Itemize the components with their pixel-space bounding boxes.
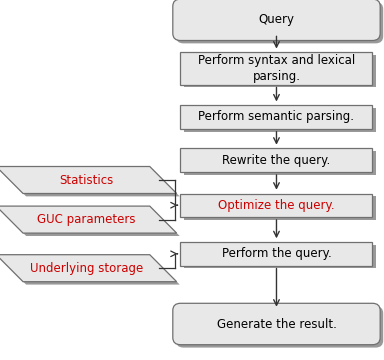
Text: Generate the result.: Generate the result.: [217, 318, 336, 330]
Text: Rewrite the query.: Rewrite the query.: [222, 154, 331, 167]
FancyBboxPatch shape: [184, 245, 376, 269]
Text: GUC parameters: GUC parameters: [37, 213, 136, 226]
FancyBboxPatch shape: [184, 197, 376, 220]
Text: Perform syntax and lexical
parsing.: Perform syntax and lexical parsing.: [198, 54, 355, 83]
FancyBboxPatch shape: [173, 303, 380, 345]
FancyBboxPatch shape: [176, 2, 383, 43]
FancyBboxPatch shape: [173, 0, 380, 40]
Polygon shape: [0, 206, 177, 233]
Text: Query: Query: [258, 13, 295, 26]
FancyBboxPatch shape: [184, 108, 376, 131]
Text: Perform semantic parsing.: Perform semantic parsing.: [199, 111, 354, 123]
Text: Underlying storage: Underlying storage: [30, 262, 143, 275]
FancyBboxPatch shape: [180, 52, 372, 85]
FancyBboxPatch shape: [180, 148, 372, 172]
FancyBboxPatch shape: [176, 306, 383, 348]
Text: Optimize the query.: Optimize the query.: [218, 199, 335, 212]
Polygon shape: [0, 170, 180, 197]
Polygon shape: [0, 166, 177, 194]
FancyBboxPatch shape: [184, 151, 376, 175]
Polygon shape: [0, 258, 180, 284]
FancyBboxPatch shape: [180, 242, 372, 266]
Text: Statistics: Statistics: [59, 174, 114, 186]
Polygon shape: [0, 255, 177, 282]
FancyBboxPatch shape: [180, 194, 372, 217]
FancyBboxPatch shape: [184, 55, 376, 87]
Polygon shape: [0, 209, 180, 236]
Text: Perform the query.: Perform the query.: [222, 247, 331, 260]
FancyBboxPatch shape: [180, 105, 372, 129]
